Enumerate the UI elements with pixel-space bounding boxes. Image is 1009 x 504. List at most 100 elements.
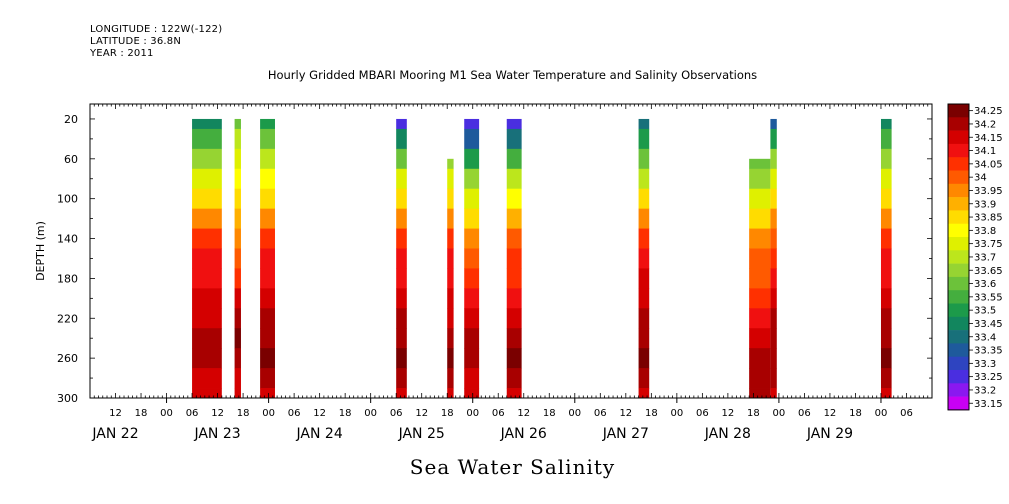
salinity-cell (880, 118, 892, 130)
salinity-cell (396, 388, 407, 398)
colorbar-swatch (948, 276, 969, 291)
salinity-cell (749, 168, 771, 190)
salinity-cell (770, 288, 777, 309)
salinity-cell (880, 228, 892, 249)
profile-7 (506, 118, 522, 398)
salinity-cell (638, 208, 650, 229)
salinity-cell (770, 248, 777, 269)
salinity-cell (638, 368, 650, 389)
salinity-cell (396, 148, 407, 170)
salinity-cell (770, 128, 777, 150)
salinity-cell (638, 308, 650, 329)
salinity-cell (234, 288, 241, 309)
x-hour-label: 06 (186, 408, 199, 419)
salinity-cell (396, 188, 407, 210)
colorbar-swatch (948, 183, 969, 198)
colorbar-swatch (948, 343, 969, 357)
salinity-cell (396, 268, 407, 289)
latitude-label: LATITUDE : 36.8N (90, 36, 182, 47)
colorbar-label: 34.15 (974, 133, 1003, 144)
salinity-cell (192, 268, 222, 289)
colorbar-label: 34.25 (974, 106, 1003, 117)
x-hour-label: 18 (747, 408, 760, 419)
salinity-cell (192, 328, 222, 349)
salinity-cell (749, 368, 771, 389)
salinity-cell (770, 118, 777, 130)
salinity-cell (464, 208, 480, 229)
salinity-cell (506, 228, 522, 249)
x-hour-label: 18 (543, 408, 556, 419)
colorbar-swatch (948, 143, 969, 158)
x-day-label: JAN 23 (193, 426, 240, 442)
colorbar-swatch (948, 303, 969, 318)
salinity-cell (506, 368, 522, 389)
salinity-cell (770, 148, 777, 170)
colorbar-swatch (948, 237, 969, 251)
salinity-cell (464, 268, 480, 289)
colorbar-swatch (948, 370, 969, 384)
salinity-cell (396, 208, 407, 229)
colorbar-label: 33.5 (974, 306, 996, 317)
salinity-cell (447, 228, 454, 249)
salinity-cell (260, 268, 275, 289)
salinity-cell (234, 168, 241, 190)
salinity-cell (447, 248, 454, 269)
salinity-cell (880, 288, 892, 309)
salinity-cell (464, 168, 480, 190)
x-hour-label: 18 (849, 408, 862, 419)
colorbar-label: 33.3 (974, 359, 996, 370)
salinity-cell (638, 268, 650, 289)
y-tick-label: 20 (64, 113, 78, 126)
salinity-cell (192, 168, 222, 190)
colorbar-label: 33.9 (974, 199, 996, 210)
salinity-cell (192, 388, 222, 398)
salinity-cell (506, 208, 522, 229)
salinity-cell (638, 148, 650, 170)
colorbar-label: 33.45 (974, 319, 1003, 330)
profile-4 (396, 118, 407, 398)
x-hour-label: 06 (696, 408, 709, 419)
colorbar-swatch (948, 104, 969, 118)
axis-ticks (89, 104, 933, 403)
x-day-label: JAN 29 (806, 426, 853, 442)
x-hour-label: 12 (619, 408, 632, 419)
colorbar-swatch (948, 250, 969, 264)
salinity-cell (234, 268, 241, 289)
colorbar-label: 34.1 (974, 146, 996, 157)
salinity-cell (396, 368, 407, 389)
colorbar-label: 33.75 (974, 239, 1003, 250)
profile-layer (192, 118, 892, 398)
y-tick-label: 100 (57, 193, 78, 206)
colorbar-label: 33.2 (974, 385, 996, 396)
y-tick-label: 260 (57, 352, 78, 365)
salinity-cell (506, 328, 522, 349)
salinity-cell (396, 228, 407, 249)
x-hour-label: 06 (390, 408, 403, 419)
x-hour-label: 18 (135, 408, 148, 419)
salinity-cell (749, 268, 771, 289)
salinity-cell (638, 388, 650, 398)
salinity-cell (234, 388, 241, 398)
salinity-cell (749, 208, 771, 229)
salinity-cell (260, 368, 275, 389)
x-hour-label: 00 (466, 408, 479, 419)
salinity-cell (192, 228, 222, 249)
salinity-cell (234, 188, 241, 210)
colorbar-label: 34.05 (974, 159, 1003, 170)
colorbar-label: 33.15 (974, 399, 1003, 410)
profile-3 (260, 118, 275, 398)
salinity-cell (260, 328, 275, 349)
salinity-cell (464, 328, 480, 349)
salinity-cell (234, 228, 241, 249)
salinity-cell (396, 328, 407, 349)
x-hour-label: 18 (441, 408, 454, 419)
colorbar-label: 34.2 (974, 119, 996, 130)
salinity-cell (464, 128, 480, 150)
salinity-cell (749, 328, 771, 349)
salinity-cell (234, 128, 241, 150)
salinity-cell (770, 268, 777, 289)
salinity-cell (192, 148, 222, 170)
colorbar-swatch (948, 330, 969, 344)
x-hour-label: 18 (339, 408, 352, 419)
